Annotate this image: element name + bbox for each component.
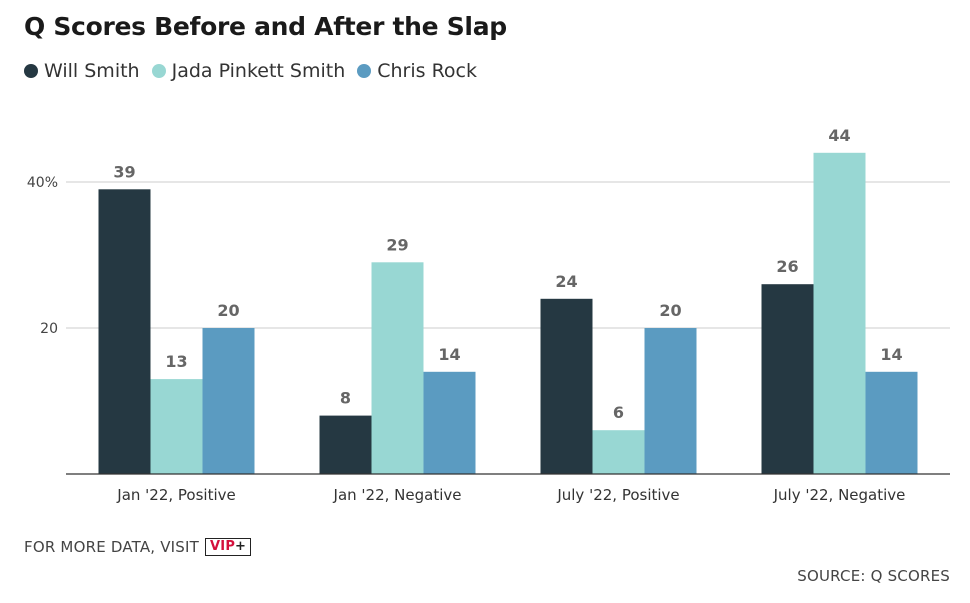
data-label-3-1: 44 xyxy=(828,126,850,145)
data-label-2-1: 6 xyxy=(613,403,624,422)
x-tick-label-0: Jan '22, Positive xyxy=(116,486,235,504)
bar-3-2 xyxy=(865,371,918,474)
source-note: SOURCE: Q SCORES xyxy=(797,567,950,585)
data-label-0-1: 13 xyxy=(165,352,187,371)
legend-label-2: Chris Rock xyxy=(377,60,478,82)
bar-2-1 xyxy=(592,430,645,474)
legend-swatch-2 xyxy=(357,64,372,78)
legend-swatch-1 xyxy=(151,64,166,78)
vip-logo-plus: + xyxy=(235,539,247,554)
vip-plus-logo[interactable]: VIP+ xyxy=(205,538,252,556)
legend-item-1: Jada Pinkett Smith xyxy=(151,60,346,82)
data-label-0-0: 39 xyxy=(113,162,135,181)
data-label-2-2: 20 xyxy=(659,301,681,320)
y-tick-label-1: 40% xyxy=(27,175,58,191)
bar-0-1 xyxy=(150,379,203,474)
bar-1-1 xyxy=(371,262,424,474)
legend-swatch-0 xyxy=(24,64,38,78)
more-data-text: FOR MORE DATA, VISIT xyxy=(24,538,200,556)
legend-item-0: Will Smith xyxy=(24,60,140,82)
bar-1-0 xyxy=(319,415,372,474)
data-label-3-0: 26 xyxy=(776,257,798,276)
bar-3-1 xyxy=(813,152,866,475)
chart-legend: Will Smith Jada Pinkett Smith Chris Rock xyxy=(24,60,489,82)
legend-label-0: Will Smith xyxy=(44,60,140,82)
bar-3-0 xyxy=(761,284,814,474)
y-tick-label-0: 20 xyxy=(40,321,58,337)
vip-logo-text: VIP xyxy=(210,539,236,554)
x-tick-label-2: July '22, Positive xyxy=(556,486,679,504)
legend-label-1: Jada Pinkett Smith xyxy=(171,60,346,82)
data-label-2-0: 24 xyxy=(555,272,577,291)
data-label-0-2: 20 xyxy=(217,301,239,320)
bar-0-2 xyxy=(202,328,255,474)
bar-1-2 xyxy=(423,371,476,474)
x-tick-label-1: Jan '22, Negative xyxy=(333,486,462,504)
x-tick-label-3: July '22, Negative xyxy=(773,486,906,504)
data-label-3-2: 14 xyxy=(880,345,902,364)
footer-more-data: FOR MORE DATA, VISIT VIP+ xyxy=(24,538,252,556)
bar-0-0 xyxy=(98,189,151,475)
data-label-1-0: 8 xyxy=(340,389,351,408)
bar-2-0 xyxy=(540,298,593,474)
bar-2-2 xyxy=(644,328,697,474)
data-label-1-2: 14 xyxy=(438,345,460,364)
chart-title: Q Scores Before and After the Slap xyxy=(24,12,507,41)
data-label-1-1: 29 xyxy=(386,235,408,254)
legend-item-2: Chris Rock xyxy=(357,60,477,82)
